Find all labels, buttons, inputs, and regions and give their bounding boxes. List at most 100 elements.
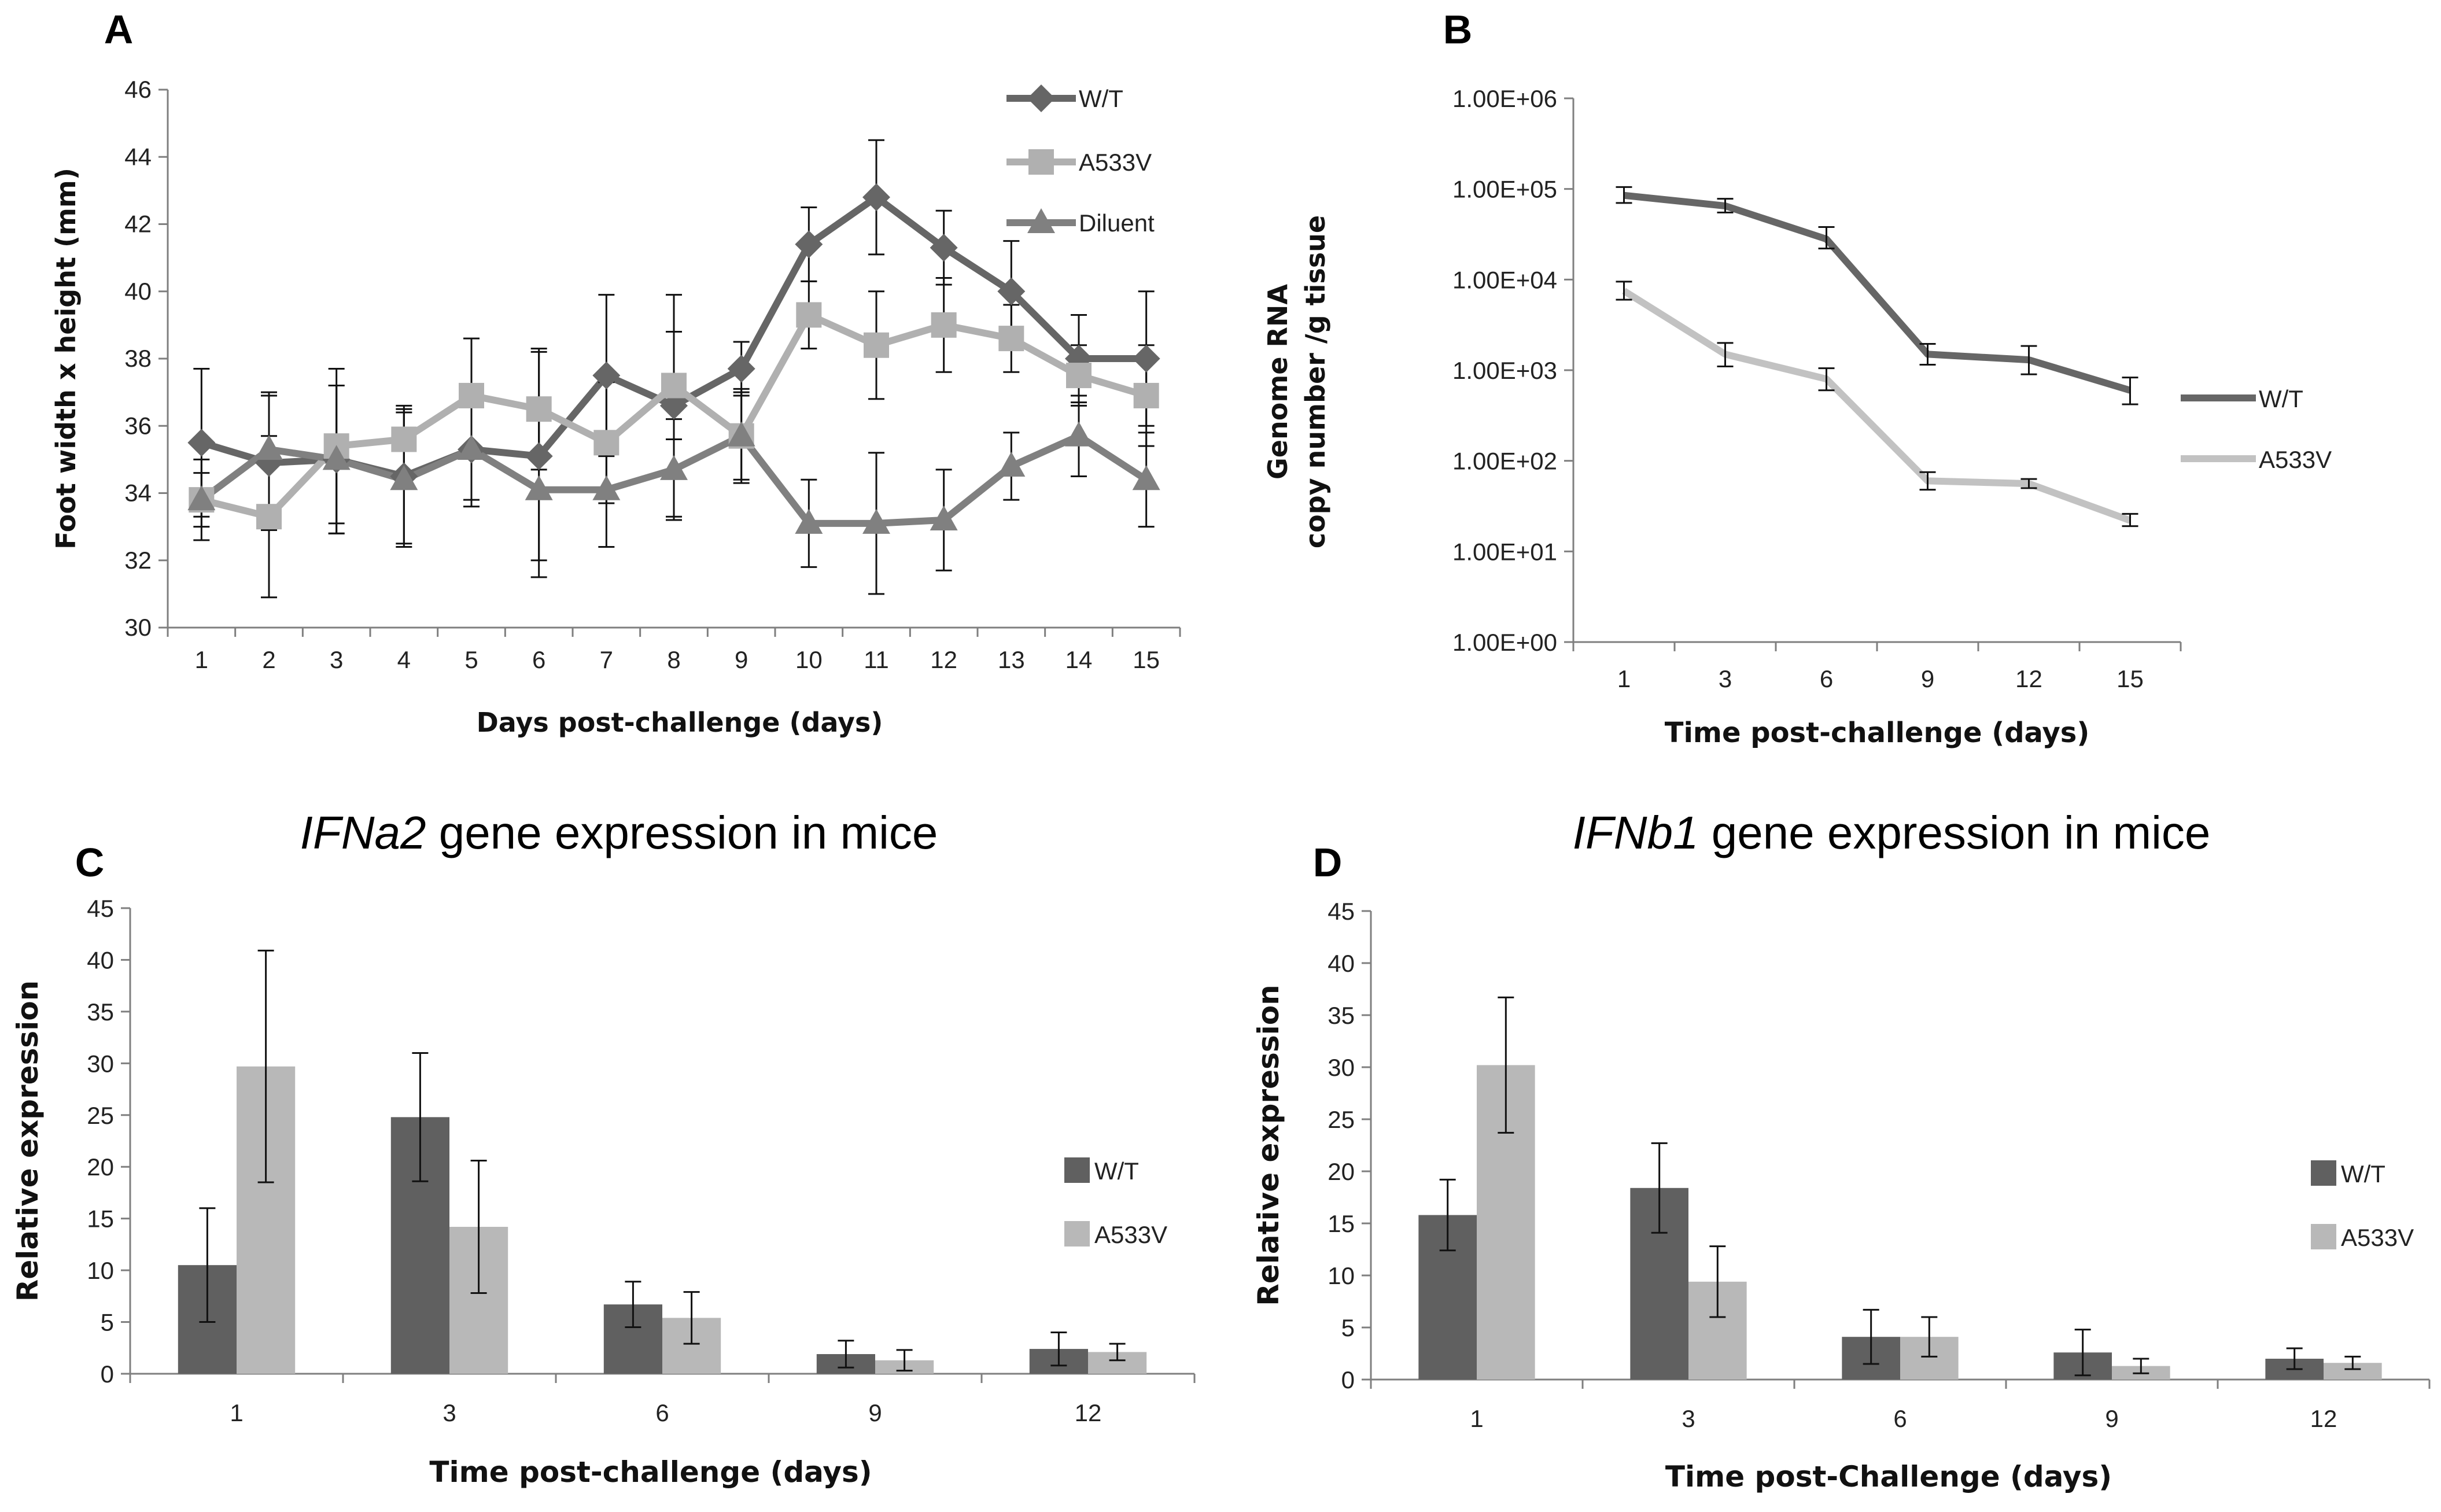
- y-tick-label: 10: [87, 1257, 114, 1284]
- data-point-Diluent: [862, 508, 890, 534]
- y-tick-label: 32: [124, 547, 152, 574]
- x-tick-label: 9: [868, 1399, 882, 1426]
- legend-label: Diluent: [1079, 209, 1155, 237]
- y-tick-label: 1.00E+00: [1452, 629, 1557, 656]
- x-tick-label: 9: [1921, 665, 1934, 692]
- x-tick-label: 12: [1075, 1399, 1102, 1426]
- x-tick-label: 9: [735, 646, 748, 673]
- legend-label: A533V: [2259, 446, 2332, 473]
- panel-letter: B: [1443, 7, 1473, 52]
- y-tick-label: 15: [1328, 1210, 1355, 1237]
- y-tick-label: 44: [124, 143, 152, 170]
- x-axis-title: Days post-challenge (days): [477, 707, 883, 738]
- y-tick-label: 38: [124, 345, 152, 372]
- y-tick-label: 1.00E+06: [1452, 85, 1557, 112]
- data-point-Diluent: [458, 434, 485, 460]
- data-point-W/T: [930, 234, 958, 262]
- chart-panel-b: B 1.00E+00 1.00E+01 1.00E+02 1.00E+03 1.00E+0…: [1262, 7, 2332, 749]
- y-tick-label: 34: [124, 480, 152, 507]
- data-point-W/T: [525, 442, 553, 470]
- data-point-A533V: [1133, 382, 1159, 408]
- y-tick-label: 25: [87, 1102, 114, 1129]
- data-point-Diluent: [390, 465, 418, 491]
- y-axis-title: Foot width x height (mm): [50, 168, 82, 550]
- data-point-A533V: [931, 312, 957, 338]
- data-point-W/T: [727, 355, 755, 383]
- x-tick-label: 2: [262, 646, 275, 673]
- x-tick-label: 6: [1893, 1405, 1907, 1432]
- data-point-W/T: [997, 277, 1026, 305]
- x-axis-title: Time post-Challenge (days): [1665, 1460, 2112, 1493]
- chart-title-gene: IFNb1: [1573, 807, 1699, 858]
- y-tick-label: 45: [1328, 898, 1355, 925]
- y-tick-label: 46: [124, 76, 152, 103]
- y-tick-label: 35: [87, 998, 114, 1026]
- data-point-Diluent: [1065, 421, 1093, 447]
- data-point-Diluent: [660, 455, 688, 480]
- y-tick-label: 20: [87, 1153, 114, 1181]
- x-tick-label: 8: [667, 646, 680, 673]
- y-tick-label: 0: [101, 1360, 114, 1388]
- y-tick-label: 40: [1328, 950, 1355, 977]
- data-point-A533V: [1066, 363, 1092, 389]
- data-point-Diluent: [997, 452, 1026, 477]
- y-tick-label: 20: [1328, 1158, 1355, 1185]
- x-tick-label: 6: [532, 646, 545, 673]
- data-point-Diluent: [322, 445, 351, 470]
- y-tick-label: 25: [1328, 1106, 1355, 1133]
- chart-title-rest: gene expression in mice: [1698, 807, 2210, 858]
- x-tick-label: 9: [2105, 1405, 2118, 1432]
- data-point-W/T: [795, 230, 823, 259]
- data-point-W/T: [592, 362, 621, 390]
- y-tick-label: 30: [124, 614, 152, 641]
- data-point-A533V: [391, 426, 417, 452]
- x-tick-label: 1: [230, 1399, 243, 1426]
- legend-label: A533V: [2341, 1224, 2414, 1251]
- y-tick-label: 1.00E+05: [1452, 176, 1557, 203]
- chart-title: IFNb1 gene expression in mice: [1573, 807, 2211, 858]
- chart-title: IFNa2 gene expression in mice: [300, 807, 938, 858]
- x-tick-label: 7: [600, 646, 613, 673]
- panel-letter: A: [104, 7, 134, 52]
- y-tick-label: 1.00E+04: [1452, 266, 1557, 293]
- x-tick-label: 3: [1682, 1405, 1695, 1432]
- panel-letter: C: [75, 840, 105, 885]
- x-axis-title: Time post-challenge (days): [429, 1455, 872, 1489]
- y-tick-label: 36: [124, 412, 152, 439]
- legend-label: W/T: [1094, 1157, 1139, 1185]
- chart-panel-c: C IFNa2 gene expression in mice 0 5 10 15 20 25…: [11, 807, 1196, 1489]
- x-tick-label: 1: [1617, 665, 1631, 692]
- legend-label: A533V: [1079, 149, 1152, 176]
- x-tick-label: 3: [443, 1399, 456, 1426]
- data-point-Diluent: [187, 485, 216, 511]
- y-tick-label: 40: [124, 278, 152, 305]
- x-tick-label: 13: [998, 646, 1025, 673]
- chart-title-rest: gene expression in mice: [426, 807, 938, 858]
- x-tick-label: 15: [2116, 665, 2144, 692]
- legend-swatch: [1064, 1221, 1090, 1247]
- x-tick-label: 5: [464, 646, 478, 673]
- y-tick-label: 42: [124, 211, 152, 238]
- y-tick-label: 1.00E+01: [1452, 538, 1557, 565]
- x-tick-label: 3: [330, 646, 343, 673]
- x-tick-label: 12: [2015, 665, 2042, 692]
- x-tick-label: 1: [195, 646, 208, 673]
- y-tick-label: 5: [101, 1309, 114, 1336]
- y-tick-label: 5: [1341, 1314, 1355, 1341]
- x-tick-label: 12: [930, 646, 957, 673]
- data-point-Diluent: [930, 506, 958, 530]
- data-point-A533V: [864, 332, 889, 358]
- y-tick-label: 1.00E+02: [1452, 448, 1557, 475]
- x-tick-label: 3: [1719, 665, 1732, 692]
- chart-title-gene: IFNa2: [300, 807, 426, 858]
- data-point-Diluent: [1132, 465, 1160, 491]
- y-tick-label: 35: [1328, 1002, 1355, 1029]
- chart-panel-d: D IFNb1 gene expression in mice 0 5 10 15 20 25…: [1252, 807, 2431, 1493]
- y-tick-label: 1.00E+03: [1452, 357, 1557, 384]
- x-tick-label: 14: [1065, 646, 1093, 673]
- legend-swatch: [2311, 1160, 2336, 1186]
- data-point-A533V: [256, 504, 282, 530]
- x-tick-label: 6: [1820, 665, 1833, 692]
- x-tick-label: 4: [397, 646, 411, 673]
